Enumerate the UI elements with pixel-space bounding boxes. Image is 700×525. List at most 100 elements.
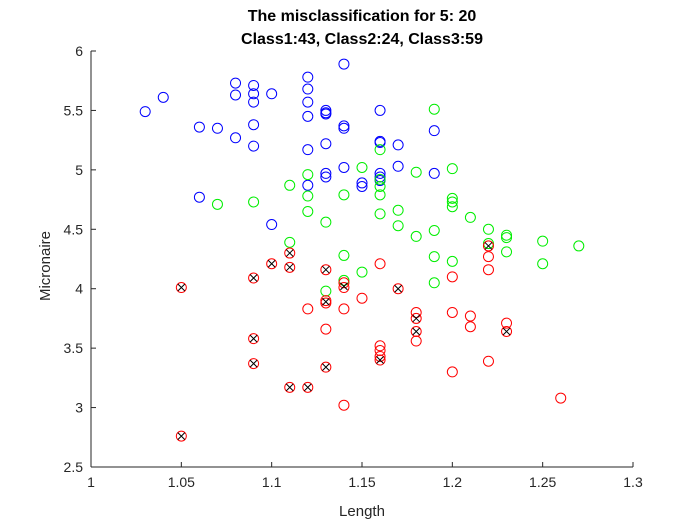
data-point-circle: [392, 220, 404, 232]
data-point-circle: [501, 326, 513, 338]
data-point-circle: [302, 303, 314, 315]
data-point-circle: [338, 277, 350, 289]
data-point-circle: [139, 106, 151, 118]
data-point-circle: [501, 232, 513, 244]
data-point-circle: [464, 310, 476, 322]
data-point-circle: [374, 354, 386, 366]
data-point-circle: [320, 104, 332, 116]
data-point-circle: [320, 216, 332, 228]
data-point-circle: [428, 251, 440, 263]
misclassified-x-marker: [484, 242, 493, 250]
y-tick-label: 3: [75, 400, 83, 416]
data-point-circle: [302, 190, 314, 202]
y-tick-label: 5: [75, 162, 83, 178]
axes: 1 1.05 1.1 1.15 1.2 1.25 1.3 2.5 3 3.5 4 4.5 5 5.5 6: [64, 43, 643, 490]
data-point-circle: [374, 350, 386, 362]
data-point-circle: [446, 306, 458, 318]
y-tick-label: 2.5: [64, 459, 84, 475]
data-point-circle: [374, 144, 386, 156]
data-point-circle: [320, 138, 332, 150]
data-point-circle: [356, 161, 368, 173]
data-point-circle: [410, 312, 422, 324]
series-4: [177, 242, 511, 440]
data-point-circle: [284, 261, 296, 273]
data-point-circle: [482, 264, 494, 276]
x-tick-label: 1: [87, 474, 95, 490]
data-point-circle: [284, 247, 296, 259]
data-point-circle: [501, 229, 513, 241]
x-axis-label: Length: [339, 503, 385, 520]
data-point-circle: [248, 79, 260, 91]
data-points: [139, 58, 585, 442]
data-point-circle: [356, 180, 368, 192]
data-point-circle: [482, 355, 494, 367]
data-point-circle: [482, 223, 494, 235]
x-tick-label: 1.15: [348, 474, 375, 490]
data-point-circle: [302, 110, 314, 122]
data-point-circle: [446, 201, 458, 213]
data-point-circle: [302, 71, 314, 83]
data-point-circle: [446, 366, 458, 378]
misclassified-x-marker: [502, 327, 511, 336]
y-tick-label: 3.5: [64, 340, 84, 356]
data-point-circle: [284, 236, 296, 248]
data-point-circle: [374, 104, 386, 116]
data-point-circle: [374, 173, 386, 185]
data-point-circle: [446, 163, 458, 175]
data-point-circle: [157, 91, 169, 103]
y-tick-label: 6: [75, 43, 83, 59]
data-point-circle: [230, 77, 242, 89]
data-point-circle: [248, 119, 260, 131]
data-point-circle: [392, 283, 404, 295]
data-point-circle: [482, 251, 494, 263]
data-point-circle: [338, 249, 350, 261]
data-point-circle: [193, 191, 205, 203]
data-point-circle: [573, 240, 585, 252]
data-point-circle: [374, 137, 386, 149]
data-point-circle: [555, 392, 567, 404]
data-point-circle: [284, 381, 296, 393]
data-point-circle: [374, 208, 386, 220]
data-point-circle: [338, 399, 350, 411]
data-point-circle: [374, 340, 386, 352]
data-point-circle: [428, 224, 440, 236]
chart-title: The misclassification for 5: 20: [248, 8, 477, 25]
x-tick-label: 1.2: [443, 474, 463, 490]
data-point-circle: [302, 83, 314, 95]
x-tick-label: 1.1: [262, 474, 282, 490]
data-point-circle: [320, 171, 332, 183]
data-point-circle: [338, 282, 350, 294]
data-point-circle: [446, 271, 458, 283]
data-point-circle: [374, 180, 386, 192]
data-point-circle: [320, 361, 332, 373]
data-point-circle: [392, 204, 404, 216]
data-point-circle: [302, 144, 314, 156]
data-point-circle: [338, 189, 350, 201]
data-point-circle: [266, 219, 278, 231]
chart-subtitle: Class1:43, Class2:24, Class3:59: [241, 31, 483, 48]
data-point-circle: [193, 121, 205, 133]
data-point-circle: [537, 258, 549, 270]
x-tick-label: 1.05: [168, 474, 195, 490]
x-tick-label: 1.3: [623, 474, 643, 490]
data-point-circle: [211, 198, 223, 210]
y-tick-label: 4.5: [64, 221, 84, 237]
data-point-circle: [501, 246, 513, 258]
misclassified-x-marker: [177, 283, 186, 292]
data-point-circle: [248, 358, 260, 370]
data-point-circle: [320, 323, 332, 335]
data-point-circle: [428, 277, 440, 289]
data-point-circle: [410, 306, 422, 318]
misclassified-x-marker: [376, 356, 384, 364]
misclassified-x-marker: [322, 297, 330, 306]
data-point-circle: [374, 189, 386, 201]
data-point-circle: [428, 125, 440, 137]
data-point-circle: [374, 258, 386, 270]
data-point-circle: [320, 167, 332, 179]
data-point-circle: [446, 196, 458, 208]
misclassified-x-marker: [340, 282, 348, 291]
y-tick-label: 4: [75, 281, 83, 297]
data-point-circle: [374, 167, 386, 179]
data-point-circle: [464, 321, 476, 333]
data-point-circle: [248, 272, 260, 284]
